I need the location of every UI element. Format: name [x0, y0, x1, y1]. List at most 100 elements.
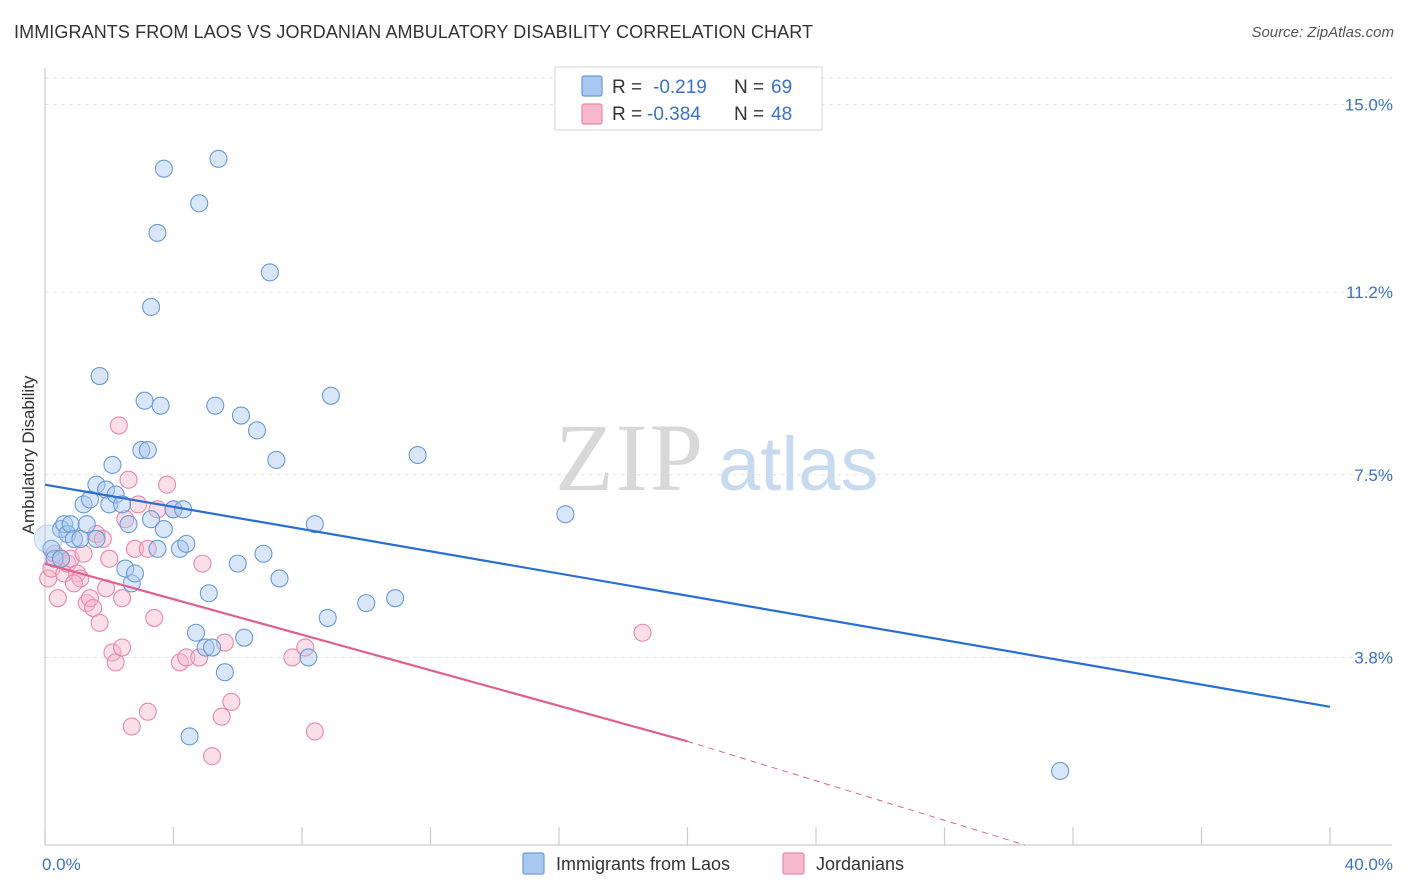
legend-r-label-laos: R =: [612, 77, 642, 98]
point-laos: [235, 628, 254, 647]
watermark: ZIP atlas: [555, 404, 879, 511]
point-jordanians: [122, 717, 141, 736]
point-jordanians: [212, 707, 231, 726]
legend-bottom: Immigrants from Laos Jordanians: [522, 852, 904, 875]
point-laos: [151, 396, 170, 415]
watermark-atlas: atlas: [718, 422, 879, 507]
point-laos: [254, 544, 273, 563]
point-laos: [408, 445, 427, 465]
point-laos: [386, 589, 405, 608]
point-laos: [113, 495, 132, 514]
y-tick-label: 15.0%: [1345, 96, 1393, 115]
point-laos: [77, 515, 96, 534]
point-jordanians: [193, 554, 212, 573]
point-jordanians: [74, 544, 93, 563]
point-jordanians: [100, 549, 119, 568]
point-jordanians: [158, 475, 177, 494]
point-laos: [52, 549, 71, 568]
axes: [44, 68, 1392, 846]
point-laos: [103, 455, 122, 474]
trend-line-jordanians-extension: [687, 740, 1025, 846]
x-tick-label-min: 0.0%: [42, 855, 81, 874]
legend-n-value-laos: 69: [771, 77, 792, 98]
point-laos: [270, 569, 289, 588]
legend-r-value-laos: -0.219: [653, 77, 707, 98]
y-axis-title: Ambulatory Disability: [19, 375, 38, 534]
legend-swatch-jordanians: [581, 103, 603, 125]
point-jordanians: [203, 747, 222, 766]
legend-swatch-laos: [581, 75, 603, 97]
point-laos: [231, 406, 251, 425]
x-tick-label-max: 40.0%: [1345, 855, 1393, 874]
point-laos: [148, 539, 167, 558]
y-tick-label: 7.5%: [1354, 466, 1393, 485]
point-laos: [135, 391, 154, 410]
point-laos: [64, 529, 83, 548]
legend-n-label-laos: N =: [734, 77, 764, 98]
point-laos: [122, 574, 141, 593]
chart-title: IMMIGRANTS FROM LAOS VS JORDANIAN AMBULA…: [14, 22, 814, 42]
point-jordanians: [138, 702, 157, 721]
point-laos: [190, 194, 209, 213]
point-laos: [61, 515, 80, 534]
point-laos: [148, 223, 167, 242]
bottom-legend-swatch-jordanians: [782, 852, 805, 875]
point-jordanians: [80, 589, 100, 608]
point-laos: [203, 638, 222, 657]
point-jordanians: [103, 643, 122, 662]
point-laos: [141, 510, 161, 529]
point-jordanians: [305, 722, 324, 741]
point-jordanians: [125, 539, 144, 558]
point-laos: [138, 441, 157, 460]
point-laos: [154, 520, 173, 539]
point-jordanians: [145, 608, 164, 627]
point-laos: [141, 297, 161, 316]
point-laos: [215, 663, 234, 682]
point-laos: [318, 608, 337, 627]
point-laos: [90, 367, 109, 386]
point-laos: [125, 564, 144, 583]
point-laos: [209, 149, 228, 168]
legend-r-value-jordanians: -0.384: [647, 104, 701, 125]
grid-lines: [45, 77, 1392, 658]
point-jordanians: [64, 574, 83, 593]
legend-top: R = -0.219 N = 69 R = -0.384 N = 48: [554, 66, 823, 131]
y-tick-label: 3.8%: [1354, 648, 1393, 667]
point-laos: [119, 515, 138, 534]
point-laos: [305, 515, 324, 534]
point-laos: [321, 386, 340, 405]
tick-labels: 3.8% 7.5% 11.2% 15.0% 0.0% 40.0%: [42, 96, 1393, 874]
legend-r-label-jordanians: R =: [612, 104, 642, 125]
point-jordanians: [633, 623, 652, 642]
point-laos: [177, 534, 196, 553]
point-jordanians: [190, 648, 209, 667]
trend-line-jordanians: [44, 562, 688, 743]
point-jordanians: [296, 638, 315, 657]
point-laos: [42, 539, 61, 558]
point-laos: [267, 450, 286, 470]
point-jordanians: [119, 470, 138, 489]
point-laos: [186, 623, 206, 642]
point-laos: [357, 594, 376, 613]
point-laos: [299, 648, 318, 667]
point-jordanians: [116, 510, 135, 529]
point-jordanians: [177, 648, 196, 667]
point-jordanians: [90, 613, 109, 632]
point-laos-cluster: [33, 524, 63, 554]
point-laos: [154, 159, 173, 178]
point-laos: [180, 727, 199, 746]
point-laos: [199, 584, 218, 603]
point-jordanians: [93, 529, 112, 548]
bottom-legend-label-laos: Immigrants from Laos: [556, 854, 730, 874]
point-laos: [196, 638, 215, 657]
bottom-legend-label-jordanians: Jordanians: [816, 854, 904, 874]
point-laos: [247, 421, 267, 440]
point-jordanians: [109, 416, 128, 435]
point-jordanians: [48, 589, 67, 608]
y-tick-label: 11.2%: [1346, 283, 1393, 302]
point-jordanians: [113, 638, 132, 657]
legend-n-label-jordanians: N =: [734, 104, 764, 125]
point-laos: [260, 263, 279, 282]
legend-n-value-jordanians: 48: [771, 104, 792, 125]
